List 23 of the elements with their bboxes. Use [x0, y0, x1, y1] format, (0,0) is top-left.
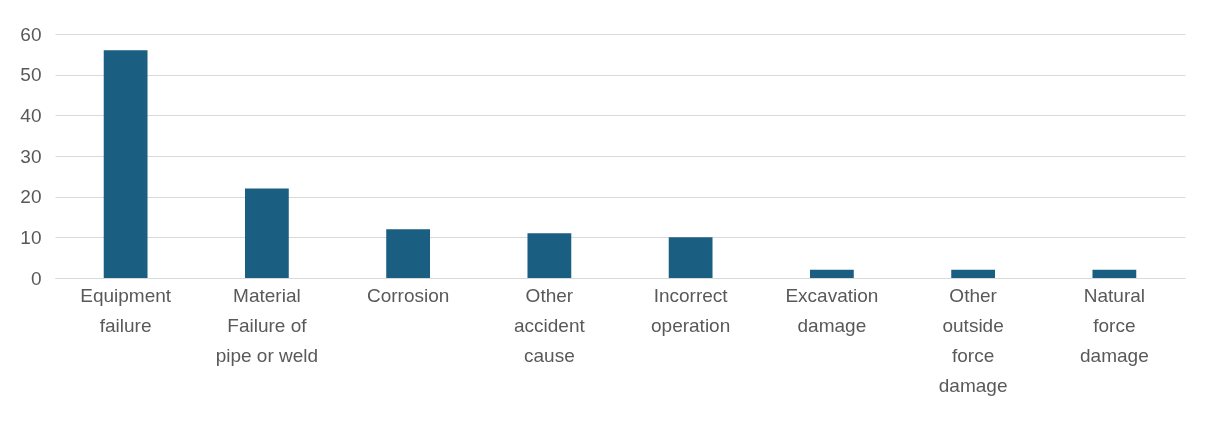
y-tick-label: 40	[20, 104, 42, 126]
bar	[103, 50, 148, 278]
bar	[809, 269, 854, 278]
bar	[668, 237, 713, 278]
x-tick-label: Corrosion	[366, 284, 450, 306]
x-tick-label: Other accident cause	[513, 284, 586, 366]
bar	[951, 269, 996, 278]
bar	[527, 233, 572, 278]
y-tick-label: 50	[20, 64, 42, 86]
y-tick-label: 30	[20, 145, 42, 167]
x-tick-label: Incorrect operation	[651, 284, 731, 336]
x-tick-label: Excavation damage	[785, 284, 879, 336]
y-tick-label: 20	[20, 186, 42, 208]
bar	[244, 188, 289, 278]
x-tick-label: Equipment failure	[80, 284, 172, 336]
y-tick-label: 10	[20, 226, 42, 248]
bar	[386, 229, 431, 278]
y-tick-label: 0	[30, 267, 42, 289]
x-tick-label: Other outside force damage	[938, 284, 1008, 396]
x-tick-label: Material Failure of pipe or weld	[215, 284, 319, 366]
x-tick-label: Natural force damage	[1080, 284, 1149, 366]
bar	[1092, 269, 1137, 278]
y-tick-label: 60	[20, 23, 42, 45]
